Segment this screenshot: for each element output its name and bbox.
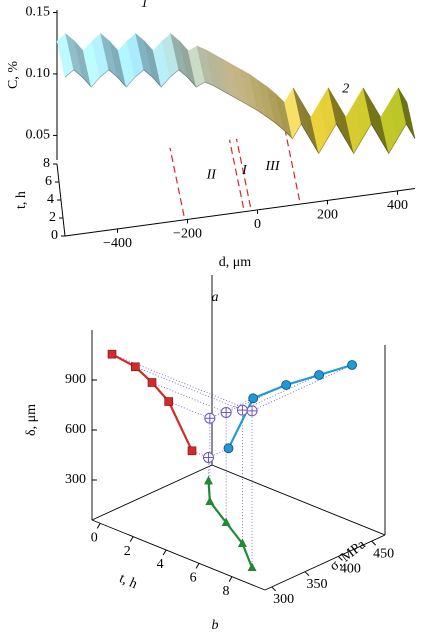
surface-front-edge xyxy=(64,69,416,155)
t-delta-point xyxy=(314,370,324,380)
projection-line xyxy=(135,366,243,411)
sigma-tick xyxy=(271,586,277,592)
box-edge xyxy=(91,464,213,521)
t-sigma-line xyxy=(207,480,254,568)
t-tick-label: 0 xyxy=(51,228,58,243)
t-delta-point xyxy=(248,393,259,404)
t-tick-label: 6 xyxy=(190,571,197,586)
t-sigma-point xyxy=(237,538,247,547)
zone-boundary xyxy=(169,147,185,216)
data-point-cross xyxy=(221,407,232,418)
t-tick-label: 4 xyxy=(157,557,164,572)
surface-strip xyxy=(397,87,416,139)
sigma-delta-point xyxy=(164,397,173,406)
t-sigma-point xyxy=(247,562,257,571)
curve-label: 2 xyxy=(342,82,349,97)
t-tick-label: 8 xyxy=(223,584,230,599)
t-tick-label: 2 xyxy=(124,544,131,559)
z-axis-title: δ, μm xyxy=(24,404,39,436)
box-edge xyxy=(211,464,386,536)
sigma-tick-label: 450 xyxy=(373,546,394,561)
t-tick xyxy=(96,523,101,529)
z-axis-title: C, % xyxy=(6,61,21,89)
d-tick-label: −400 xyxy=(103,236,132,251)
sigma-delta-point xyxy=(131,362,140,372)
t-tick xyxy=(129,536,134,542)
t-delta-point xyxy=(281,380,292,390)
zone-boundary xyxy=(228,139,245,208)
zone-boundary xyxy=(235,138,252,207)
projection-line xyxy=(251,364,353,412)
t-tick xyxy=(228,576,233,582)
d-tick-label: 200 xyxy=(317,208,338,223)
zone-label: II xyxy=(206,168,218,183)
c-tick-label: 0.05 xyxy=(26,128,51,143)
delta-tick-label: 300 xyxy=(65,472,86,487)
t-delta-point xyxy=(347,360,357,370)
data-point-cross xyxy=(237,405,248,416)
delta-tick-label: 900 xyxy=(65,372,86,387)
sigma-tick xyxy=(337,556,343,561)
projection-line xyxy=(242,374,320,411)
t-tick-label: 8 xyxy=(43,156,50,171)
t-delta-point xyxy=(223,443,234,454)
data-point-cross xyxy=(247,405,258,416)
curve-label: 1 xyxy=(141,0,148,11)
zone-label: I xyxy=(241,163,248,178)
zone-boundary xyxy=(284,132,301,201)
sigma-tick-label: 300 xyxy=(273,592,294,607)
sigma-tick-label: 400 xyxy=(340,562,361,577)
d-tick-label: 400 xyxy=(387,198,408,213)
delta-tick-label: 600 xyxy=(65,422,86,437)
sigma-delta-point xyxy=(147,378,157,387)
sigma-tick xyxy=(304,571,310,577)
sigma-delta-point xyxy=(187,446,197,456)
data-point-cross xyxy=(203,452,214,463)
t-tick xyxy=(162,549,167,556)
d-axis xyxy=(64,188,416,237)
projection-line xyxy=(209,397,254,419)
t-tick-label: 4 xyxy=(47,192,54,207)
t-tick-label: 2 xyxy=(49,210,56,225)
sigma-delta-point xyxy=(107,349,117,359)
t-sigma-point xyxy=(221,517,231,526)
t-sigma-point xyxy=(203,475,213,485)
d-axis-title: d, μm xyxy=(219,255,252,270)
data-point-cross xyxy=(204,413,215,424)
t-sigma-point xyxy=(205,496,215,506)
sigma-tick xyxy=(371,540,377,546)
projection-line xyxy=(151,382,227,413)
t-delta-line xyxy=(227,363,353,449)
c-tick-label: 0.10 xyxy=(26,66,51,81)
caption: a xyxy=(212,290,219,305)
sigma-tick-label: 350 xyxy=(307,577,328,592)
projection-line xyxy=(111,353,253,412)
t-tick-label: 6 xyxy=(45,174,52,189)
t-tick-label: 0 xyxy=(91,531,98,546)
caption: b xyxy=(212,618,219,633)
box-edge xyxy=(91,519,266,591)
box-edge xyxy=(264,534,386,591)
t-axis-title: t, h xyxy=(14,191,29,209)
zone-label: III xyxy=(265,159,281,174)
d-tick-label: −200 xyxy=(173,227,202,242)
d-tick-label: 0 xyxy=(254,217,261,232)
sigma-delta-line xyxy=(111,353,193,452)
c-tick-label: 0.15 xyxy=(26,5,51,20)
t-tick xyxy=(195,563,200,569)
t-axis-title: t, h xyxy=(117,571,139,592)
